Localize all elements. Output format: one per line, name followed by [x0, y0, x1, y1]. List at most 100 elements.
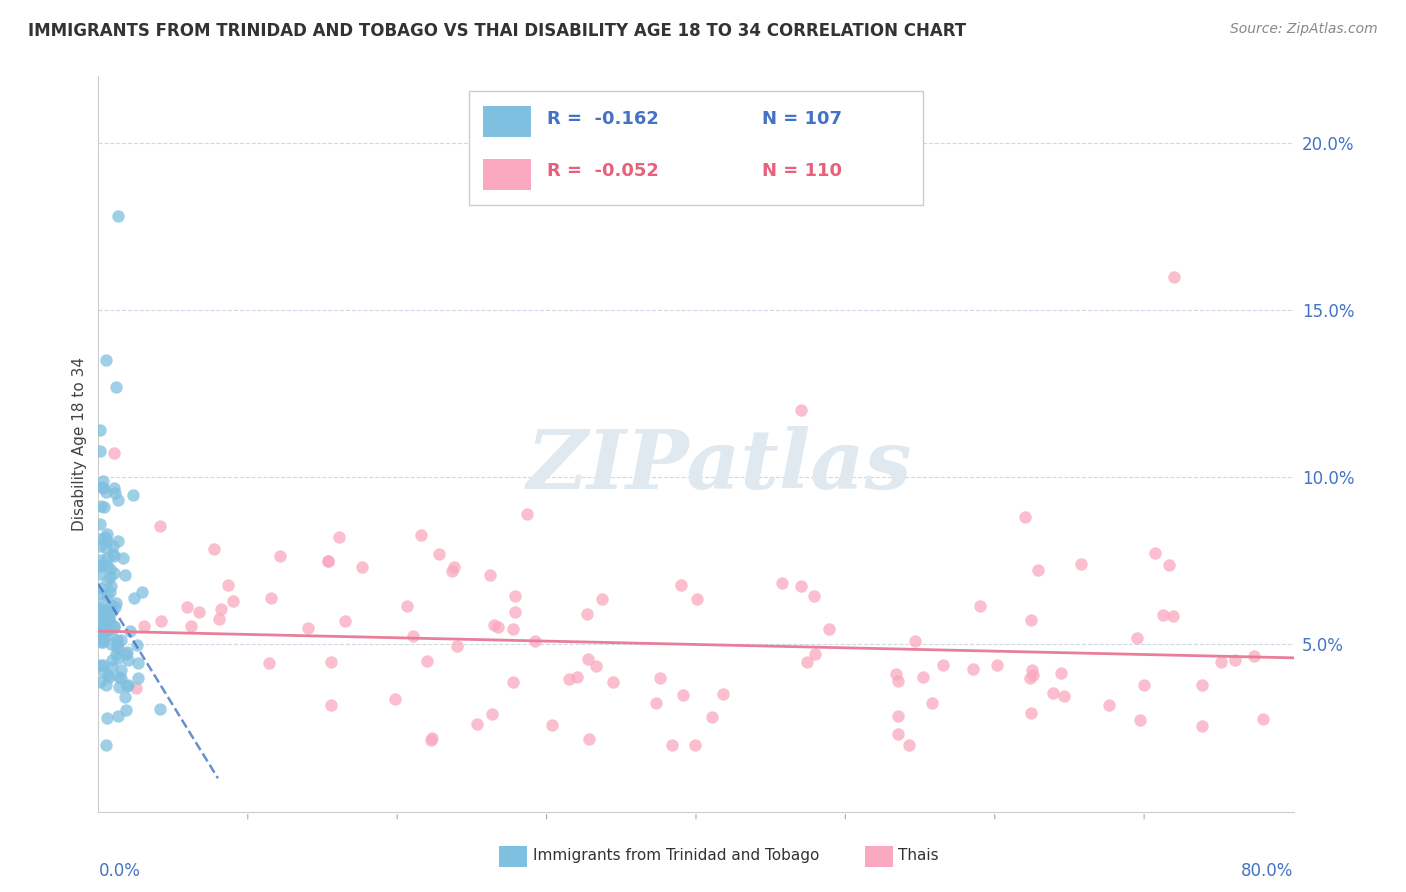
Immigrants from Trinidad and Tobago: [96, 550, 118, 565]
Immigrants from Trinidad and Tobago: [89, 675, 111, 690]
Thais: [1014, 510, 1036, 524]
Thais: [1243, 649, 1265, 664]
Immigrants from Trinidad and Tobago: [107, 709, 129, 723]
Thais: [1152, 608, 1174, 623]
Immigrants from Trinidad and Tobago: [127, 671, 149, 685]
Immigrants from Trinidad and Tobago: [96, 668, 118, 682]
Text: R =  -0.052: R = -0.052: [547, 162, 658, 180]
Immigrants from Trinidad and Tobago: [108, 669, 131, 683]
Immigrants from Trinidad and Tobago: [94, 484, 117, 499]
Immigrants from Trinidad and Tobago: [105, 633, 128, 648]
Immigrants from Trinidad and Tobago: [89, 567, 111, 582]
Immigrants from Trinidad and Tobago: [114, 568, 136, 582]
Immigrants from Trinidad and Tobago: [101, 660, 124, 674]
Thais: [1209, 655, 1232, 669]
Thais: [887, 708, 910, 723]
Thais: [134, 619, 156, 633]
Thais: [420, 731, 443, 746]
Immigrants from Trinidad and Tobago: [94, 678, 117, 692]
Immigrants from Trinidad and Tobago: [96, 558, 118, 572]
Text: R =  -0.162: R = -0.162: [547, 110, 658, 128]
Thais: [180, 618, 202, 632]
Immigrants from Trinidad and Tobago: [93, 604, 115, 618]
Immigrants from Trinidad and Tobago: [89, 423, 111, 437]
Immigrants from Trinidad and Tobago: [117, 653, 139, 667]
Thais: [789, 403, 811, 417]
Immigrants from Trinidad and Tobago: [105, 380, 128, 394]
Thais: [1163, 269, 1185, 284]
Immigrants from Trinidad and Tobago: [96, 541, 118, 556]
Immigrants from Trinidad and Tobago: [104, 486, 127, 500]
Thais: [1143, 546, 1166, 560]
Immigrants from Trinidad and Tobago: [103, 566, 125, 581]
Immigrants from Trinidad and Tobago: [91, 657, 114, 672]
Thais: [328, 530, 350, 544]
Immigrants from Trinidad and Tobago: [89, 540, 111, 554]
Immigrants from Trinidad and Tobago: [103, 481, 125, 495]
Immigrants from Trinidad and Tobago: [94, 530, 117, 544]
Immigrants from Trinidad and Tobago: [105, 637, 128, 651]
Immigrants from Trinidad and Tobago: [90, 635, 112, 649]
Immigrants from Trinidad and Tobago: [89, 444, 111, 458]
Thais: [669, 578, 692, 592]
Thais: [419, 733, 441, 747]
Thais: [395, 599, 418, 614]
Thais: [318, 554, 340, 568]
Thais: [1126, 631, 1149, 645]
Thais: [1161, 609, 1184, 624]
Thais: [1070, 558, 1092, 572]
Immigrants from Trinidad and Tobago: [93, 607, 115, 621]
Thais: [898, 738, 921, 752]
Immigrants from Trinidad and Tobago: [103, 539, 125, 553]
Text: Thais: Thais: [898, 848, 939, 863]
Immigrants from Trinidad and Tobago: [89, 581, 111, 595]
Thais: [1022, 667, 1045, 681]
Thais: [887, 727, 910, 741]
Thais: [969, 599, 991, 614]
Immigrants from Trinidad and Tobago: [96, 588, 118, 602]
Immigrants from Trinidad and Tobago: [94, 353, 117, 368]
Thais: [208, 612, 231, 626]
Text: IMMIGRANTS FROM TRINIDAD AND TOBAGO VS THAI DISABILITY AGE 18 TO 34 CORRELATION : IMMIGRANTS FROM TRINIDAD AND TOBAGO VS T…: [28, 22, 966, 40]
Thais: [269, 549, 291, 564]
Text: N = 107: N = 107: [762, 110, 842, 128]
Thais: [1191, 678, 1213, 692]
Thais: [260, 591, 283, 605]
Immigrants from Trinidad and Tobago: [101, 604, 124, 618]
Immigrants from Trinidad and Tobago: [101, 653, 124, 667]
Immigrants from Trinidad and Tobago: [93, 665, 115, 679]
Thais: [911, 670, 934, 684]
Thais: [478, 568, 501, 582]
Thais: [1049, 665, 1071, 680]
Thais: [578, 732, 600, 747]
Immigrants from Trinidad and Tobago: [117, 645, 139, 659]
Immigrants from Trinidad and Tobago: [103, 620, 125, 634]
Immigrants from Trinidad and Tobago: [107, 493, 129, 508]
Thais: [257, 656, 280, 670]
Thais: [803, 589, 825, 603]
Thais: [217, 578, 239, 592]
Immigrants from Trinidad and Tobago: [90, 480, 112, 494]
Immigrants from Trinidad and Tobago: [90, 619, 112, 633]
Thais: [502, 622, 524, 636]
Immigrants from Trinidad and Tobago: [131, 585, 153, 599]
Immigrants from Trinidad and Tobago: [97, 612, 120, 626]
Thais: [1191, 719, 1213, 733]
Thais: [576, 652, 599, 666]
Thais: [602, 675, 624, 690]
Thais: [486, 620, 509, 634]
Immigrants from Trinidad and Tobago: [107, 209, 129, 223]
Thais: [446, 640, 468, 654]
Immigrants from Trinidad and Tobago: [105, 640, 128, 655]
Thais: [1019, 671, 1042, 685]
Thais: [503, 589, 526, 603]
Thais: [1042, 686, 1064, 700]
Text: 80.0%: 80.0%: [1241, 862, 1294, 880]
Thais: [887, 674, 910, 689]
Thais: [333, 614, 356, 628]
Immigrants from Trinidad and Tobago: [104, 596, 127, 610]
Thais: [402, 629, 425, 643]
Thais: [817, 622, 839, 636]
Immigrants from Trinidad and Tobago: [149, 701, 172, 715]
Thais: [1019, 613, 1042, 627]
